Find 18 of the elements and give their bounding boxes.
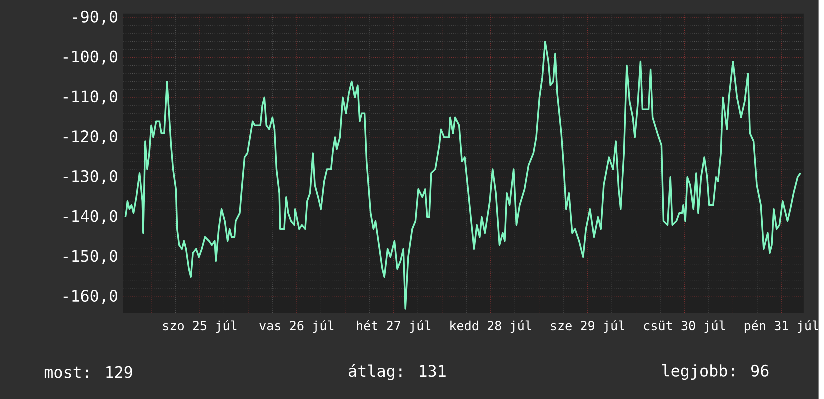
text: most: 129 — [44, 366, 132, 378]
text: átlag: 131 — [349, 364, 446, 380]
text: legjobb: 96 — [662, 364, 769, 380]
y-tick-label: -130,0 — [64, 170, 118, 184]
y-tick-label: -150,0 — [64, 250, 118, 264]
x-tick-label: hét 27 júl — [357, 320, 431, 333]
x-tick-label: csüt 30 júl — [644, 320, 726, 333]
y-tick-label: -100,0 — [64, 50, 118, 65]
y-tick-label: -160,0 — [64, 290, 118, 304]
y-tick-label: -120,0 — [64, 130, 118, 144]
y-tick-label: -90,0 — [73, 10, 118, 25]
y-tick-label: -140,0 — [64, 210, 118, 224]
x-tick-label: sze 29 júl — [551, 320, 624, 333]
x-tick-label: pén 31 júl — [744, 320, 818, 333]
x-tick-label: szo 25 júl — [163, 320, 237, 333]
y-tick-label: -110,0 — [64, 90, 118, 104]
x-tick-label: vas 26 júl — [260, 320, 334, 333]
x-tick-label: kedd 28 júl — [450, 320, 532, 333]
